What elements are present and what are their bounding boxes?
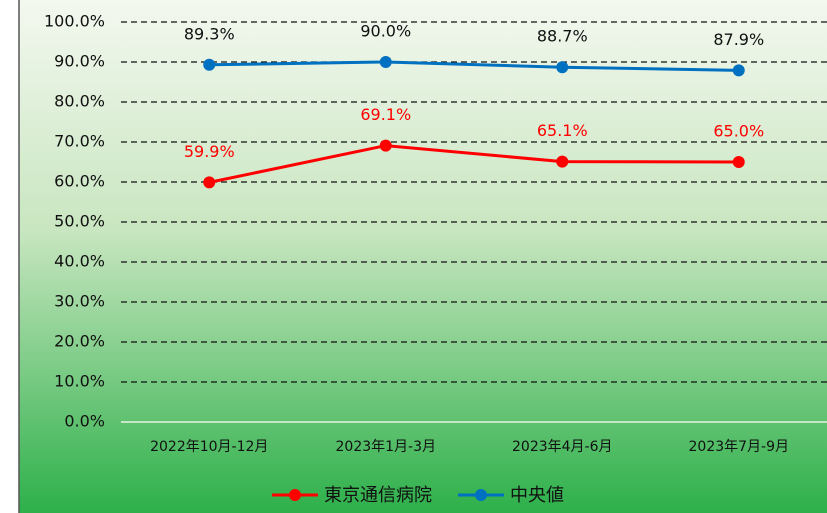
- data-label: 90.0%: [360, 22, 411, 41]
- x-tick-label: 2023年1月-3月: [336, 439, 437, 455]
- data-label: 87.9%: [713, 30, 764, 49]
- y-tick-label: 80.0%: [54, 92, 105, 111]
- legend-swatch-marker: [475, 489, 487, 501]
- data-point: [379, 139, 392, 152]
- data-point: [556, 155, 569, 168]
- y-tick-label: 90.0%: [54, 52, 105, 71]
- x-tick-label: 2023年7月-9月: [689, 439, 790, 455]
- y-tick-label: 40.0%: [54, 252, 105, 271]
- data-label: 89.3%: [184, 24, 235, 43]
- y-tick-label: 70.0%: [54, 132, 105, 151]
- x-tick-label: 2023年4月-6月: [512, 439, 613, 455]
- legend-label: 中央値: [510, 485, 564, 506]
- data-point: [203, 176, 216, 189]
- data-point: [732, 156, 745, 168]
- data-label: 69.1%: [360, 105, 411, 124]
- y-tick-label: 0.0%: [64, 412, 105, 431]
- data-point: [203, 58, 216, 71]
- data-label: 88.7%: [537, 27, 588, 46]
- data-point: [556, 61, 569, 74]
- data-point: [379, 56, 392, 68]
- data-label: 65.1%: [537, 121, 588, 140]
- series-line: [209, 60, 739, 72]
- x-tick-label: 2022年10月-12月: [150, 439, 268, 455]
- data-label: 65.0%: [713, 122, 764, 141]
- legend-swatch-marker: [289, 489, 301, 501]
- chart-background: [19, 0, 827, 513]
- y-tick-label: 60.0%: [54, 172, 105, 191]
- y-tick-label: 20.0%: [54, 332, 105, 351]
- y-tick-label: 30.0%: [54, 292, 105, 311]
- data-label: 59.9%: [184, 142, 235, 161]
- y-tick-label: 10.0%: [54, 372, 105, 391]
- data-point: [732, 64, 745, 77]
- legend-label: 東京通信病院: [324, 485, 432, 506]
- y-tick-label: 50.0%: [54, 212, 105, 231]
- y-tick-label: 100.0%: [44, 12, 105, 31]
- series-line: [208, 144, 739, 184]
